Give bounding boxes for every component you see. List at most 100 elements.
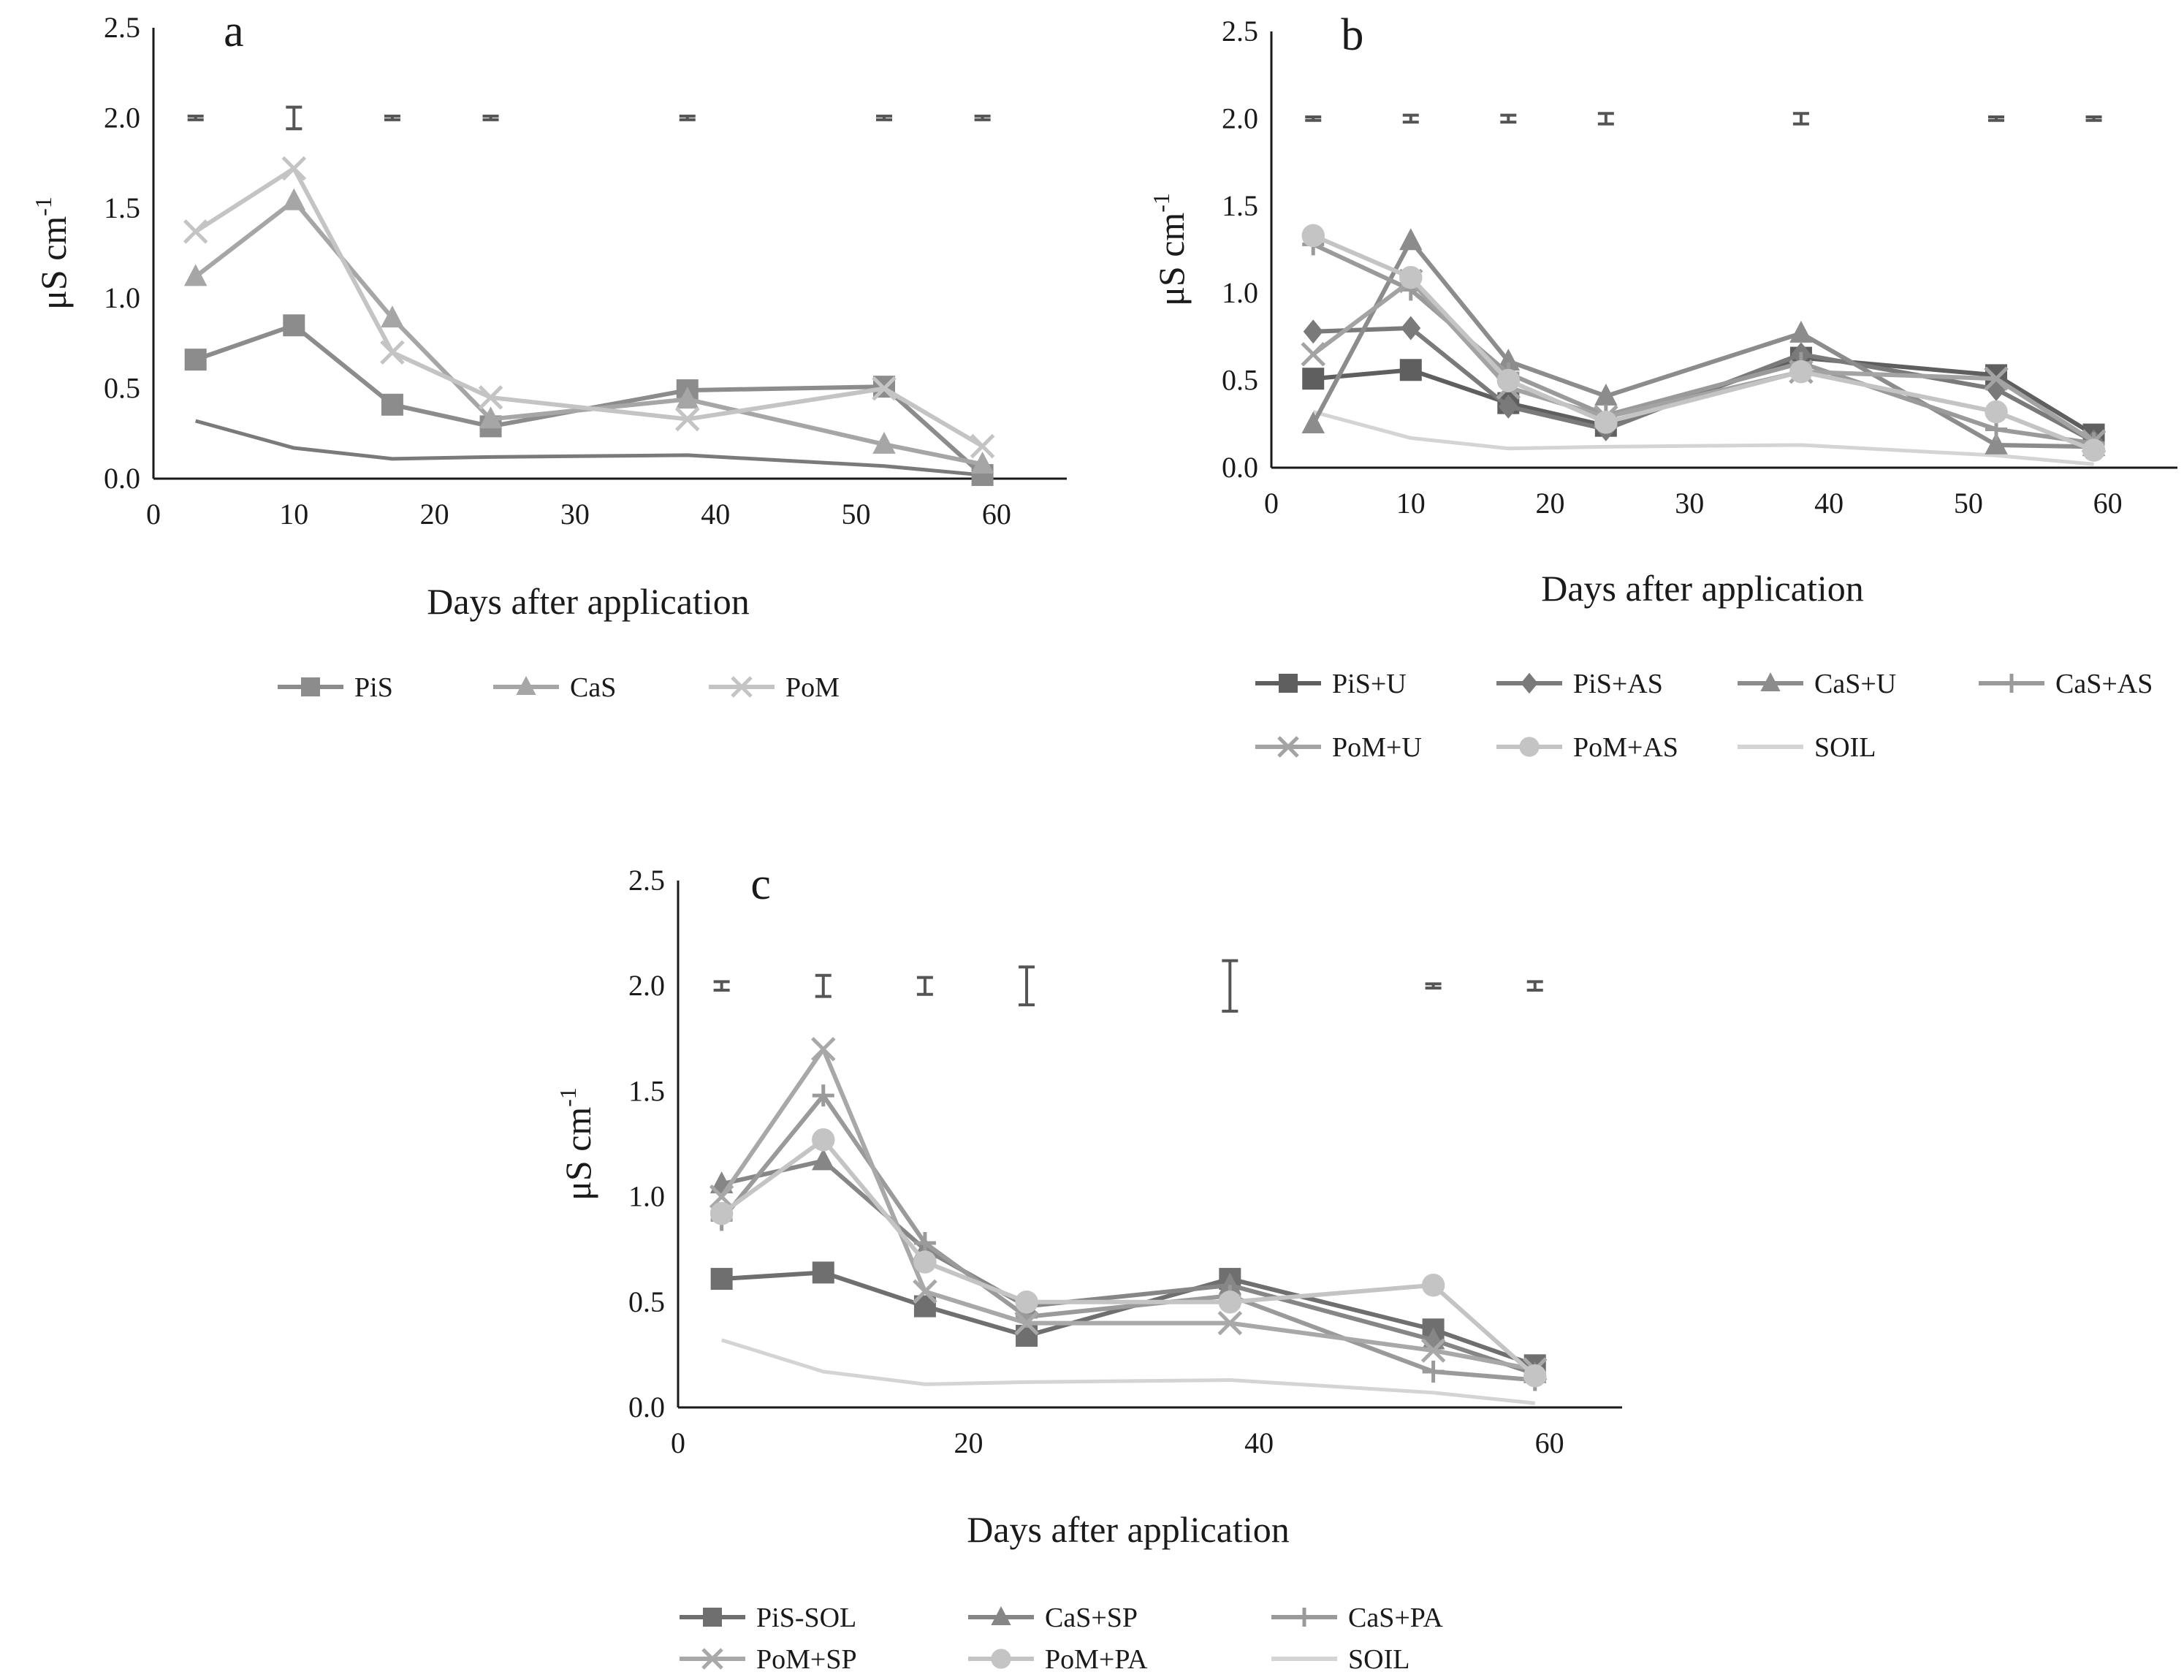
legend-item: CaS+U: [1738, 669, 1896, 699]
error-bar: [1402, 113, 1419, 124]
series-cas-u: [1301, 228, 2106, 457]
series-pis: [184, 314, 994, 487]
legend-label: CaS+AS: [2055, 669, 2153, 699]
y-tick-label: 1.5: [628, 1074, 665, 1107]
x-tick-label: 10: [1396, 487, 1426, 520]
data-point-circle: [1789, 360, 1813, 384]
data-point-triangle: [381, 305, 404, 328]
error-bar: [384, 114, 400, 121]
data-point-x: [1014, 1310, 1039, 1336]
legend-item: PoM: [709, 672, 840, 703]
error-bar: [1500, 113, 1517, 124]
x-tick-label: 60: [982, 498, 1011, 531]
legend-item: PoM+AS: [1496, 732, 1678, 763]
data-point-circle: [1523, 1364, 1547, 1388]
y-tick-label: 2.0: [104, 101, 140, 134]
error-bar: [1988, 115, 2004, 122]
legend-label: PoM+U: [1332, 732, 1422, 763]
legend-item: CaS+SP: [968, 1603, 1138, 1633]
data-point-x: [183, 219, 208, 244]
series-line: [720, 1046, 1536, 1372]
y-tick-label: 2.5: [1222, 15, 1258, 47]
y-tick-label: 1.0: [628, 1180, 665, 1213]
data-point-square: [283, 314, 305, 337]
legend-swatch-marker: [1760, 672, 1781, 692]
series-soil: [1312, 410, 2094, 466]
data-point-x: [478, 385, 503, 410]
legend-label: PiS+AS: [1573, 669, 1663, 699]
chart-panel-b: 0.0 0.5 1.0 1.5 2.0 2.5 0 10 20 30 40 50 60 Days afte…: [1148, 10, 2177, 763]
series-line: [195, 419, 983, 477]
chart-panel-a: 0.0 0.5 1.0 1.5 2.0 2.5 0 10 20 30 40 50 60 Days afte…: [30, 7, 1067, 703]
y-tick-label: 0.5: [1222, 364, 1258, 397]
legend-swatch-marker: [991, 1649, 1011, 1669]
series-pom-as: [1301, 224, 2106, 462]
legend-item: PoM+SP: [680, 1644, 857, 1675]
y-tick-label: 1.0: [1222, 276, 1258, 309]
x-tick-label: 30: [560, 498, 590, 531]
x-axis-title: Days after application: [427, 581, 749, 622]
data-point-plus: [1422, 1360, 1445, 1383]
legend-label: CaS+U: [1814, 669, 1896, 699]
data-point-circle: [1399, 265, 1423, 289]
data-point-x: [872, 376, 897, 401]
legend-swatch-marker: [703, 1608, 722, 1627]
data-point-x: [1420, 1338, 1446, 1363]
legend-label: PiS: [354, 672, 393, 703]
legend-item: PiS+U: [1255, 669, 1407, 699]
data-point-diamond: [1303, 319, 1323, 344]
legend-swatch-marker: [731, 676, 753, 698]
data-point-triangle: [970, 452, 994, 474]
x-tick-label: 40: [1244, 1426, 1274, 1459]
x-tick-label: 10: [279, 498, 308, 531]
series-soil: [195, 419, 983, 477]
y-tick-label: 2.5: [104, 11, 140, 44]
data-point-circle: [2082, 438, 2106, 462]
legend-swatch-marker: [1521, 672, 1538, 694]
x-tick-label: 0: [671, 1426, 685, 1459]
x-tick-label: 60: [2093, 487, 2123, 520]
series-cas-pa: [710, 1084, 1546, 1391]
y-tick-label: 0.0: [628, 1391, 665, 1424]
data-point-circle: [1218, 1291, 1242, 1314]
data-point-triangle: [872, 431, 896, 454]
data-point-triangle: [1496, 349, 1521, 371]
series-cas-as: [1302, 233, 2105, 455]
data-point-x: [675, 406, 700, 432]
legend-item: CaS+AS: [1979, 669, 2153, 699]
legend-label: SOIL: [1814, 732, 1876, 763]
error-bar: [876, 114, 892, 121]
x-tick-label: 40: [1814, 487, 1844, 520]
x-tick-label: 60: [1535, 1426, 1564, 1459]
x-tick-label: 50: [842, 498, 871, 531]
series-pom: [183, 156, 995, 459]
error-bar: [679, 114, 696, 121]
data-point-circle: [1985, 400, 2008, 424]
series-line: [194, 166, 984, 449]
panel-letter: a: [224, 7, 244, 56]
legend: PiS-SOL CaS+SP CaS+PA PoM+SP PoM+PA SOIL: [680, 1603, 1443, 1675]
error-bar: [482, 114, 499, 121]
data-point-circle: [1496, 368, 1521, 392]
panel-letter: c: [750, 859, 771, 909]
x-tick-label: 20: [420, 498, 449, 531]
legend-label: PoM: [785, 672, 840, 703]
y-tick-label: 0.0: [1222, 451, 1258, 484]
data-point-plus: [812, 1084, 834, 1107]
data-point-circle: [709, 1201, 734, 1225]
x-tick-label: 30: [1675, 487, 1704, 520]
series-line: [720, 1158, 1536, 1376]
error-bar: [1425, 982, 1442, 990]
data-point-x: [709, 1184, 734, 1209]
error-bar: [187, 114, 204, 121]
legend-label: CaS+PA: [1348, 1603, 1443, 1633]
error-bar: [1222, 959, 1239, 1013]
legend-swatch-marker: [2002, 674, 2021, 693]
data-point-triangle: [479, 406, 503, 429]
error-bar: [1019, 965, 1035, 1007]
y-tick-label: 2.5: [628, 864, 665, 897]
series-line: [720, 1093, 1535, 1383]
series-cas: [183, 188, 994, 474]
legend-label: PiS+U: [1332, 669, 1407, 699]
